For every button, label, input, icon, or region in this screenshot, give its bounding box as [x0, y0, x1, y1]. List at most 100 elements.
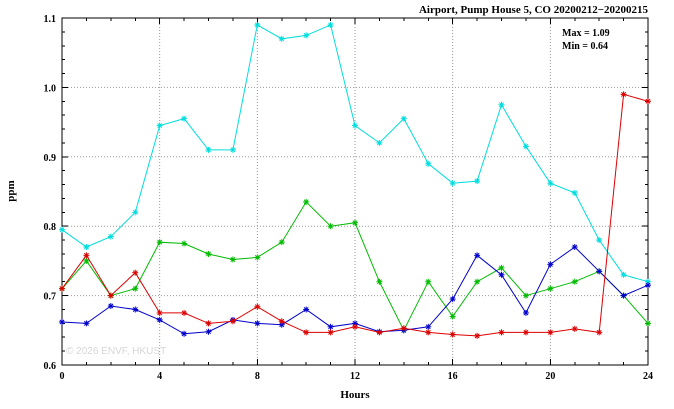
- series-green-marker: [205, 250, 212, 257]
- series-cyan-marker: [449, 180, 456, 187]
- series-green-marker: [327, 223, 334, 230]
- series-cyan-marker: [303, 32, 310, 39]
- series-cyan-marker: [498, 101, 505, 108]
- series-blue-marker: [107, 303, 114, 310]
- series-green-marker: [352, 219, 358, 226]
- series-cyan-marker: [132, 209, 139, 216]
- series-cyan-marker: [254, 21, 261, 28]
- series-red-marker: [303, 329, 310, 336]
- series-red-marker: [645, 98, 651, 105]
- series-blue-marker: [156, 316, 163, 323]
- y-tick-label: 0.9: [44, 153, 57, 164]
- series-green-marker: [571, 278, 578, 285]
- series-green-marker: [376, 278, 383, 285]
- series-green-marker: [425, 278, 432, 285]
- series-blue-marker: [498, 271, 505, 278]
- axes: [61, 17, 649, 366]
- series-green-marker: [278, 239, 285, 246]
- series-green: [59, 198, 651, 334]
- x-tick-label: 8: [255, 371, 260, 382]
- x-axis-label: Hours: [340, 389, 370, 401]
- series-red-marker: [596, 329, 603, 336]
- series-green-marker: [449, 313, 456, 320]
- series-cyan-marker: [229, 146, 236, 153]
- series-red-marker: [107, 292, 114, 299]
- series-cyan-marker: [400, 115, 407, 122]
- series-cyan-marker: [156, 122, 163, 129]
- x-tick-label: 24: [643, 371, 653, 382]
- series-green-marker: [547, 285, 554, 292]
- series-blue-marker: [181, 330, 188, 337]
- chart-title: Airport, Pump House 5, CO 20200212−20200…: [419, 4, 649, 16]
- series-red-marker: [474, 332, 481, 339]
- series-green-marker: [229, 256, 236, 263]
- series-red-marker: [449, 331, 456, 338]
- series-red-marker: [59, 285, 65, 292]
- series-red-marker: [620, 91, 627, 98]
- y-tick-label: 0.7: [44, 292, 57, 303]
- series-blue: [59, 244, 651, 337]
- annotation-max: Max = 1.09: [562, 28, 610, 39]
- series-red-marker: [156, 309, 163, 316]
- series-green-marker: [522, 292, 529, 299]
- series-red-marker: [205, 320, 212, 327]
- series-red-marker: [278, 318, 285, 325]
- series-red-marker: [132, 269, 139, 276]
- series-red-marker: [352, 323, 358, 330]
- series-cyan-marker: [205, 146, 212, 153]
- series-blue-marker: [547, 261, 554, 268]
- y-tick-label: 0.8: [44, 222, 57, 233]
- series-red-marker: [376, 329, 383, 336]
- y-tick-label: 1.0: [44, 83, 57, 94]
- series-blue-marker: [59, 318, 65, 325]
- series-cyan-marker: [278, 35, 285, 42]
- series-red-marker: [254, 303, 261, 310]
- series-red-marker: [547, 329, 554, 336]
- gridlines: [62, 18, 648, 365]
- series-red-marker: [400, 325, 407, 332]
- series-cyan-marker: [327, 21, 334, 28]
- series-red-marker: [83, 252, 90, 259]
- series-green-marker: [156, 239, 163, 246]
- series-green-marker: [474, 278, 481, 285]
- series-red-marker: [571, 325, 578, 332]
- series-cyan-marker: [571, 189, 578, 196]
- tick-labels: 0 4 8 12 16 20 24 0.6 0.7 0.8 0.9 1.0 1.1: [44, 14, 654, 382]
- series-green-marker: [132, 285, 139, 292]
- series-red-marker: [522, 329, 529, 336]
- series-red-marker: [181, 309, 188, 316]
- series-lines: [59, 21, 651, 339]
- series-cyan-marker: [425, 160, 432, 167]
- series-green-marker: [498, 264, 505, 271]
- series-cyan-marker: [547, 180, 554, 187]
- series-blue-marker: [449, 296, 456, 303]
- series-cyan-marker: [596, 237, 603, 244]
- series-blue-marker: [132, 306, 139, 313]
- y-tick-label: 1.1: [44, 14, 57, 25]
- annotation-min: Min = 0.64: [562, 41, 608, 52]
- y-axis-label: ppm: [5, 180, 17, 201]
- y-tick-label: 0.6: [44, 361, 57, 372]
- series-red-marker: [229, 318, 236, 325]
- series-blue-marker: [303, 306, 310, 313]
- series-blue-marker: [522, 309, 529, 316]
- series-blue-marker: [83, 320, 90, 327]
- x-tick-label: 0: [60, 371, 65, 382]
- series-cyan-marker: [83, 244, 90, 251]
- series-red: [59, 91, 651, 339]
- series-blue-marker: [254, 320, 261, 327]
- x-tick-label: 16: [448, 371, 458, 382]
- series-red-marker: [425, 329, 432, 336]
- series-cyan-marker: [59, 226, 65, 233]
- series-blue-marker: [596, 268, 603, 275]
- series-red-marker: [498, 329, 505, 336]
- series-green-marker: [254, 254, 261, 261]
- series-cyan-marker: [620, 271, 627, 278]
- series-red-marker: [327, 329, 334, 336]
- series-green-marker: [645, 320, 651, 327]
- series-blue-marker: [645, 282, 651, 289]
- series-cyan: [59, 21, 651, 285]
- x-tick-label: 20: [545, 371, 555, 382]
